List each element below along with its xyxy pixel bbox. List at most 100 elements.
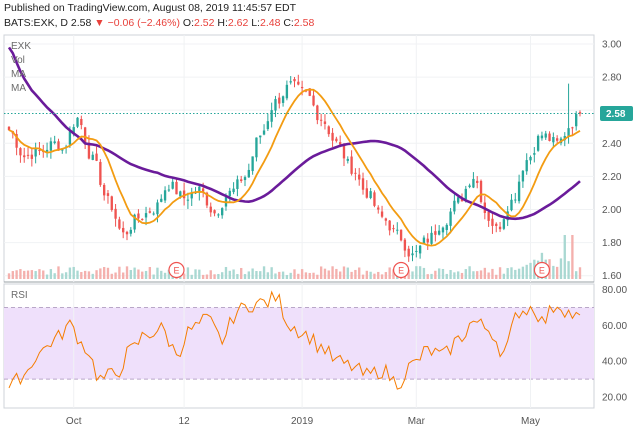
candle-body bbox=[495, 223, 498, 226]
candle-body bbox=[540, 135, 544, 139]
low-value: 2.48 bbox=[259, 17, 281, 29]
volume-bar bbox=[30, 270, 34, 279]
volume-bar bbox=[476, 271, 479, 279]
candle-body bbox=[434, 231, 437, 235]
volume-bar bbox=[87, 271, 91, 279]
candle-body bbox=[114, 208, 117, 219]
volume-bar bbox=[422, 267, 426, 279]
candle-body bbox=[323, 121, 327, 124]
candle-body bbox=[567, 128, 570, 137]
ma-fast-line bbox=[8, 88, 581, 247]
candle-body bbox=[418, 245, 422, 254]
volume-bar bbox=[72, 266, 75, 279]
volume-bar bbox=[521, 266, 525, 279]
volume-bar bbox=[517, 268, 521, 279]
candle-body bbox=[243, 177, 247, 181]
candle-body bbox=[152, 213, 155, 215]
candle-body bbox=[57, 141, 60, 151]
candle-body bbox=[346, 158, 349, 161]
candle-body bbox=[293, 78, 296, 82]
volume-bar bbox=[53, 273, 56, 279]
legend-volume[interactable]: Vol bbox=[11, 55, 25, 66]
volume-bar bbox=[57, 266, 60, 279]
candle-body bbox=[361, 178, 365, 190]
rsi-title[interactable]: RSI bbox=[11, 290, 28, 301]
volume-bar bbox=[281, 271, 285, 279]
earnings-marker-circle[interactable] bbox=[533, 261, 551, 279]
volume-bar bbox=[15, 270, 18, 279]
volume-bar bbox=[49, 269, 53, 279]
candle-body bbox=[34, 147, 37, 157]
candle-body bbox=[430, 232, 433, 244]
main-panel[interactable] bbox=[3, 34, 595, 283]
volume-bar bbox=[388, 267, 391, 279]
candle-body bbox=[358, 174, 361, 180]
candle-body bbox=[533, 153, 536, 155]
volume-bar bbox=[129, 269, 132, 279]
candle-body bbox=[441, 227, 445, 233]
legend-ma-1[interactable]: MA bbox=[11, 69, 26, 80]
symbol-label[interactable]: BATS:EXK, D bbox=[4, 17, 68, 29]
legend-symbol[interactable]: EXK bbox=[11, 41, 31, 52]
candle-body bbox=[479, 180, 483, 203]
volume-bar bbox=[468, 266, 471, 279]
volume-bar bbox=[259, 271, 262, 279]
candle-body bbox=[517, 181, 521, 202]
volume-bar bbox=[80, 272, 83, 279]
volume-bar bbox=[198, 269, 201, 279]
earnings-marker[interactable]: E bbox=[392, 261, 410, 279]
volume-bar bbox=[240, 267, 243, 279]
volume-bar bbox=[99, 268, 102, 279]
candle-body bbox=[373, 192, 376, 206]
volume-bar bbox=[316, 274, 319, 279]
volume-bar bbox=[495, 274, 498, 279]
volume-bar bbox=[464, 269, 467, 279]
rsi-tick-label: 40.00 bbox=[602, 357, 627, 368]
candles bbox=[7, 74, 582, 262]
candle-body bbox=[571, 127, 574, 129]
rsi-tick-label: 20.00 bbox=[602, 393, 627, 404]
volume-bar bbox=[144, 270, 148, 279]
volume-bar bbox=[453, 272, 456, 279]
price-tick-label: 1.80 bbox=[602, 238, 622, 249]
volume-bar bbox=[426, 274, 429, 279]
volume-bar bbox=[350, 271, 353, 279]
candle-body bbox=[72, 127, 75, 133]
candle-body bbox=[7, 126, 11, 131]
open-label: O: bbox=[182, 17, 194, 29]
volume-bar bbox=[213, 274, 216, 279]
price-tick-label: 2.00 bbox=[602, 205, 622, 216]
candle-body bbox=[555, 138, 559, 141]
candle-body bbox=[445, 224, 448, 231]
candle-body bbox=[45, 149, 49, 152]
volume-bar bbox=[323, 268, 327, 279]
candle-body bbox=[350, 156, 353, 174]
earnings-marker-circle[interactable] bbox=[168, 261, 185, 279]
candle-body bbox=[91, 154, 94, 160]
volume-bar bbox=[525, 264, 528, 279]
candle-body bbox=[403, 239, 407, 251]
candle-body bbox=[99, 161, 102, 185]
volume-bar bbox=[148, 267, 152, 279]
candle-body bbox=[327, 126, 330, 135]
candle-body bbox=[240, 179, 243, 181]
earnings-marker[interactable]: E bbox=[168, 261, 185, 279]
volume-bar bbox=[152, 274, 155, 279]
volume-bar bbox=[285, 274, 289, 279]
candle-body bbox=[335, 138, 338, 142]
volume-bar bbox=[498, 267, 502, 279]
earnings-marker[interactable]: E bbox=[533, 261, 551, 279]
volume-bar bbox=[201, 274, 205, 279]
volume-bar bbox=[308, 272, 311, 279]
rsi-line bbox=[8, 290, 581, 390]
volume-bar bbox=[114, 272, 117, 279]
candle-body bbox=[26, 154, 30, 156]
earnings-marker-label: E bbox=[173, 266, 179, 276]
candle-body bbox=[38, 150, 41, 152]
candle-body bbox=[392, 228, 395, 230]
volume-bar bbox=[228, 270, 231, 279]
earnings-marker-circle[interactable] bbox=[392, 261, 410, 279]
candle-body bbox=[175, 181, 178, 195]
legend-ma-2[interactable]: MA bbox=[11, 83, 26, 94]
